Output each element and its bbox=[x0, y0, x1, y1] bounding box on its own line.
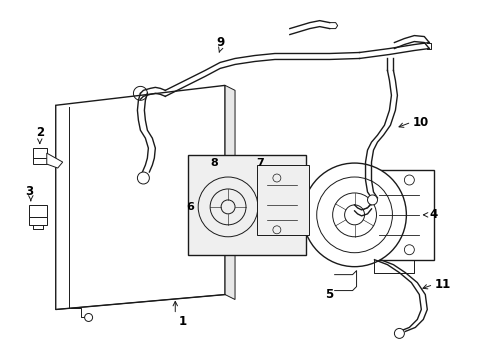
Bar bbox=[33, 158, 47, 164]
Text: 5: 5 bbox=[325, 288, 333, 301]
Text: 2: 2 bbox=[36, 126, 44, 139]
Circle shape bbox=[367, 195, 377, 205]
Bar bbox=[29, 205, 47, 217]
Bar bbox=[29, 217, 47, 225]
Circle shape bbox=[84, 314, 92, 321]
Text: 1: 1 bbox=[179, 315, 187, 328]
Circle shape bbox=[344, 205, 364, 225]
Polygon shape bbox=[56, 85, 224, 310]
Circle shape bbox=[404, 175, 413, 185]
Text: 7: 7 bbox=[256, 158, 263, 168]
Text: 4: 4 bbox=[428, 208, 437, 221]
Bar bbox=[256, 165, 308, 235]
Circle shape bbox=[272, 226, 280, 234]
Circle shape bbox=[316, 177, 392, 253]
Circle shape bbox=[272, 174, 280, 182]
Bar bbox=[188, 155, 305, 255]
Circle shape bbox=[394, 328, 404, 338]
Circle shape bbox=[137, 172, 149, 184]
Bar bbox=[33, 148, 47, 158]
Circle shape bbox=[210, 189, 245, 225]
Text: 9: 9 bbox=[216, 36, 224, 49]
Polygon shape bbox=[47, 153, 62, 168]
Circle shape bbox=[332, 193, 376, 237]
Text: 8: 8 bbox=[210, 158, 218, 168]
Circle shape bbox=[404, 245, 413, 255]
Bar bbox=[364, 170, 433, 260]
Circle shape bbox=[221, 200, 235, 214]
Circle shape bbox=[302, 163, 406, 267]
Text: 6: 6 bbox=[186, 202, 194, 212]
Polygon shape bbox=[224, 85, 235, 300]
Text: 3: 3 bbox=[25, 185, 33, 198]
Text: 11: 11 bbox=[433, 278, 449, 291]
Text: 10: 10 bbox=[411, 116, 427, 129]
Circle shape bbox=[198, 177, 258, 237]
